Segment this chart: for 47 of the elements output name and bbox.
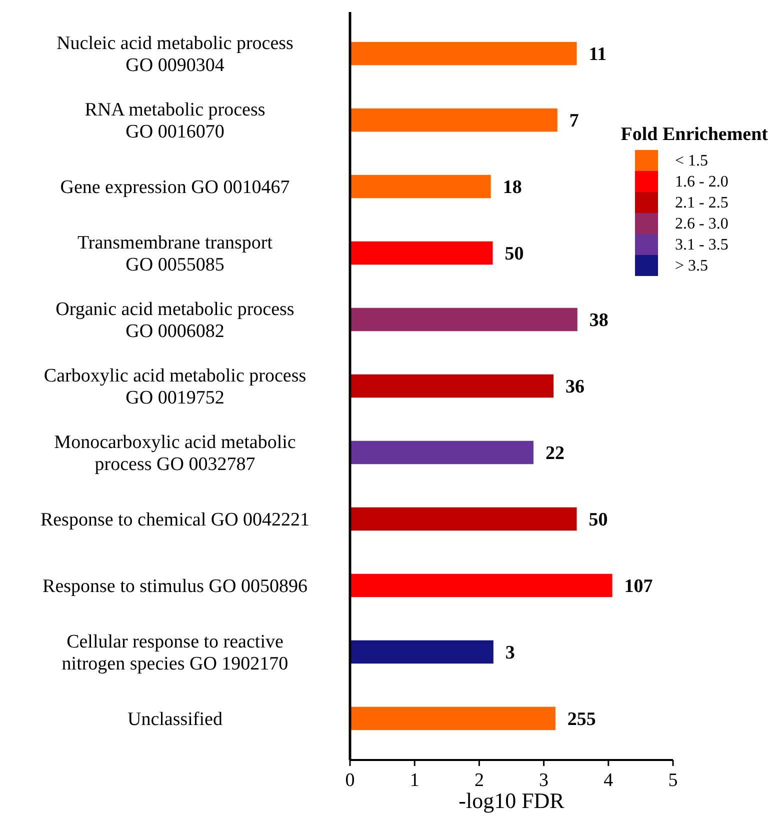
bar: [350, 241, 493, 265]
legend-label: 1.6 - 2.0: [675, 174, 728, 191]
bar: [350, 640, 494, 664]
bar: [350, 440, 534, 464]
bar: [350, 108, 558, 132]
y-tick-label: RNA metabolic process GO 0016070: [84, 100, 266, 143]
bar: [350, 42, 577, 66]
bar: [350, 374, 554, 398]
annotation: 11: [588, 44, 607, 66]
y-tick-label: Transmembrane transport GO 0055085: [77, 232, 274, 276]
bar: [350, 706, 556, 730]
legend-title: Fold Enrichement: [620, 124, 769, 145]
y-tick-label: Monocarboxylic acid metabolic process GO 0032787: [54, 432, 296, 476]
annotation: 3: [505, 642, 515, 664]
y-tick-label: Unclassified: [128, 709, 223, 730]
x-tick-label: 5: [668, 770, 678, 791]
bar: [350, 308, 578, 332]
legend-label: 2.6 - 3.0: [675, 216, 728, 233]
y-tick-label: Organic acid metabolic process GO 0006082: [56, 299, 294, 342]
annotation: 255: [567, 709, 596, 730]
y-tick-label: Cellular response to reactive nitrogen species GO 1902170: [62, 632, 288, 675]
annotation: 22: [545, 443, 564, 464]
bar: [350, 174, 491, 198]
x-tick-label: 4: [604, 770, 614, 791]
annotation: 18: [502, 177, 522, 198]
annotation: 7: [569, 110, 580, 132]
annotation: 50: [588, 510, 608, 531]
legend-label: < 1.5: [675, 152, 708, 170]
annotation: 36: [565, 376, 584, 398]
legend-label: 2.1 - 2.5: [675, 194, 728, 212]
y-tick-label: Carboxylic acid metabolic process GO 0019752: [44, 366, 306, 409]
x-axis-title: -log10 FDR: [458, 788, 565, 813]
annotation: 50: [504, 244, 524, 265]
legend-label: 3.1 - 3.5: [675, 236, 728, 254]
y-tick-label: Response to chemical GO 0042221: [40, 510, 310, 531]
x-tick-label: 1: [410, 770, 420, 791]
y-tick-label: Response to stimulus GO 0050896: [42, 576, 308, 598]
annotation: 38: [589, 310, 608, 332]
x-tick-label: 3: [539, 770, 549, 791]
x-tick-label: 2: [474, 770, 484, 791]
y-tick-label: Nucleic acid metabolic process GO 0090304: [56, 33, 294, 76]
bar: [350, 507, 577, 531]
x-tick-label: 0: [345, 770, 355, 791]
annotation: 107: [624, 576, 654, 598]
bar: [350, 574, 612, 598]
y-tick-label: Gene expression GO 0010467: [60, 177, 290, 198]
legend-label: > 3.5: [675, 258, 708, 275]
